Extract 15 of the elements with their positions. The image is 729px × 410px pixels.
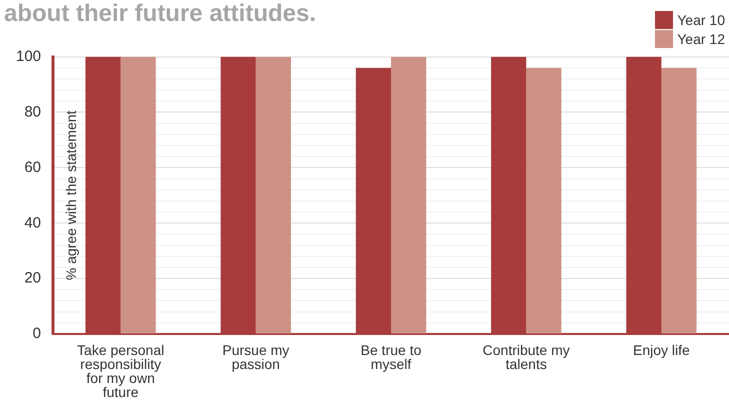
legend-label: Year 10 <box>677 12 725 28</box>
y-tick-label: 40 <box>24 214 42 232</box>
chart-title: about their future attitudes. <box>4 0 316 28</box>
y-axis-title: % agree with the statement <box>62 110 79 280</box>
x-tick-label: Take personal responsibility for my own future <box>77 342 164 400</box>
y-tick-label: 80 <box>24 103 42 120</box>
x-tick-label: Enjoy life <box>632 342 690 358</box>
y-tick-label: 0 <box>32 325 42 342</box>
x-tick-label: Be true to myself <box>360 342 422 372</box>
legend-label: Year 12 <box>677 30 725 46</box>
x-tick-label: Contribute my talents <box>482 342 570 372</box>
y-tick-label: 60 <box>24 158 42 176</box>
x-tick-label: Pursue my passion <box>222 342 290 372</box>
y-tick-label: 100 <box>16 48 42 65</box>
y-tick-label: 20 <box>24 270 42 287</box>
